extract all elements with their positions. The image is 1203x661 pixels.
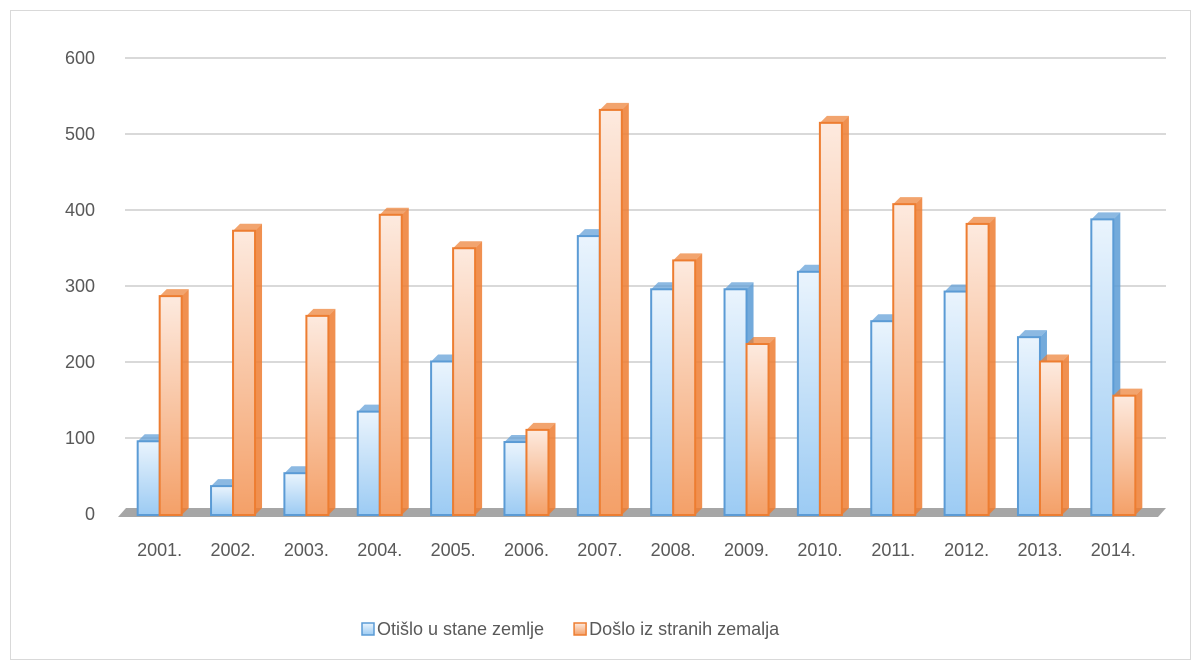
bar (430, 360, 455, 517)
bar-side (915, 197, 923, 515)
floor (118, 508, 1166, 517)
bar-top (893, 197, 923, 205)
bar (723, 288, 748, 516)
bar (870, 320, 895, 517)
x-tick-label: 2011. (871, 540, 915, 560)
bar-top (819, 115, 849, 123)
bar-side (768, 337, 776, 515)
bar (503, 441, 528, 517)
legend-label: Došlo iz stranih zemalja (589, 619, 780, 639)
bar (576, 235, 601, 517)
bar-side (841, 115, 849, 515)
y-tick-label: 100 (65, 428, 95, 448)
y-tick-label: 200 (65, 352, 95, 372)
bar (943, 290, 968, 516)
bar (1016, 336, 1041, 516)
x-tick-label: 2002. (211, 540, 256, 560)
x-tick-label: 2013. (1017, 540, 1062, 560)
x-tick-label: 2014. (1091, 540, 1136, 560)
bar (796, 270, 821, 516)
bar (356, 410, 381, 517)
bar-side (475, 241, 483, 516)
legend-swatch (573, 622, 587, 636)
bar (378, 213, 403, 517)
bar (452, 247, 477, 517)
bar-top (379, 207, 409, 215)
bar (158, 295, 183, 516)
bar (598, 108, 623, 516)
y-tick-label: 0 (85, 504, 95, 524)
bar-side (988, 216, 996, 516)
bar-side (695, 253, 703, 515)
bar-top (1039, 354, 1069, 362)
x-tick-label: 2007. (577, 540, 622, 560)
y-tick-label: 500 (65, 124, 95, 144)
x-tick-label: 2005. (431, 540, 476, 560)
bar-side (1061, 354, 1069, 515)
bar-side (548, 422, 556, 515)
y-tick-label: 300 (65, 276, 95, 296)
bar-top (306, 308, 336, 316)
bar-side (328, 308, 336, 515)
y-tick-label: 400 (65, 200, 95, 220)
x-tick-label: 2001. (137, 540, 182, 560)
bar (745, 343, 770, 516)
bar-top (453, 241, 483, 249)
bar (672, 259, 697, 516)
bar-top (233, 223, 263, 231)
x-tick-label: 2012. (944, 540, 989, 560)
bar (650, 288, 675, 516)
legend-swatch (361, 622, 375, 636)
bar-top (746, 337, 776, 344)
bar-top (599, 102, 629, 110)
bar (892, 203, 917, 516)
bar-side (1135, 388, 1143, 515)
bar (1038, 360, 1063, 517)
bar (305, 314, 330, 516)
x-tick-label: 2006. (504, 540, 549, 560)
bar (965, 222, 990, 516)
bar-top (159, 289, 189, 297)
y-tick-label: 600 (65, 48, 95, 68)
x-tick-label: 2009. (724, 540, 769, 560)
x-tick-label: 2004. (357, 540, 402, 560)
bar-top (1017, 330, 1047, 338)
bar (232, 229, 257, 516)
bar (1112, 394, 1137, 516)
bar (1090, 218, 1115, 517)
bar-top (966, 216, 996, 224)
bar (210, 485, 235, 516)
bar-top (526, 422, 556, 430)
bar (525, 428, 550, 517)
bar (136, 440, 161, 516)
x-tick-label: 2008. (651, 540, 696, 560)
legend-label: Otišlo u stane zemlje (377, 619, 544, 639)
bar (283, 472, 308, 517)
bar-top (1113, 388, 1143, 396)
bar-side (181, 289, 189, 515)
x-tick-label: 2010. (797, 540, 842, 560)
bar-side (401, 207, 409, 516)
bar-top (1091, 212, 1121, 220)
x-tick-label: 2003. (284, 540, 329, 560)
bar (818, 121, 843, 516)
bar-top (724, 282, 754, 290)
bar-top (673, 253, 703, 261)
bar-side (255, 223, 263, 515)
bar-side (621, 102, 629, 516)
